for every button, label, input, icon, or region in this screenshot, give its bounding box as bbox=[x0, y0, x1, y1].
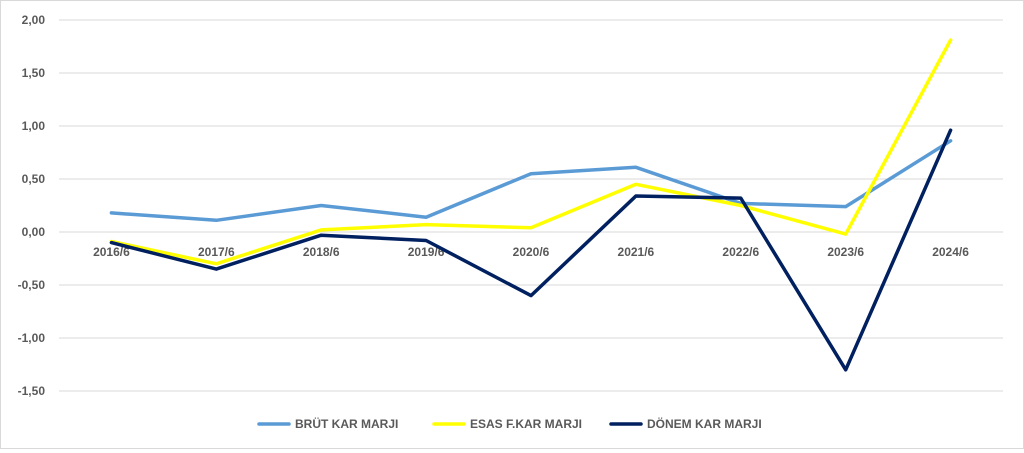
data-point bbox=[530, 226, 533, 229]
series-line-3 bbox=[109, 128, 953, 372]
y-tick-label: -1,00 bbox=[18, 331, 46, 345]
data-point bbox=[844, 233, 847, 236]
data-point bbox=[739, 204, 742, 207]
data-point bbox=[425, 223, 428, 226]
y-tick-label: 0,00 bbox=[22, 225, 46, 239]
data-point bbox=[320, 228, 323, 231]
data-point bbox=[844, 368, 847, 371]
data-point bbox=[844, 205, 847, 208]
data-point bbox=[215, 219, 218, 222]
data-point bbox=[425, 216, 428, 219]
data-point bbox=[949, 39, 952, 42]
x-tick-label: 2023/6 bbox=[827, 245, 864, 259]
data-point bbox=[634, 194, 637, 197]
data-point bbox=[110, 241, 113, 244]
series-lines bbox=[109, 38, 953, 372]
y-tick-label: -1,50 bbox=[18, 384, 46, 398]
y-tick-label: 0,50 bbox=[22, 172, 46, 186]
data-point bbox=[110, 211, 113, 214]
x-tick-label: 2017/6 bbox=[198, 245, 235, 259]
data-point bbox=[215, 262, 218, 265]
gridlines bbox=[59, 19, 1003, 392]
data-point bbox=[530, 294, 533, 297]
data-point bbox=[215, 268, 218, 271]
legend-label: DÖNEM KAR MARJI bbox=[647, 416, 762, 431]
x-tick-label: 2016/6 bbox=[93, 245, 130, 259]
x-tick-label: 2021/6 bbox=[618, 245, 655, 259]
data-point bbox=[320, 234, 323, 237]
data-point bbox=[949, 139, 952, 142]
data-point bbox=[634, 183, 637, 186]
y-tick-label: 1,50 bbox=[22, 66, 46, 80]
data-point bbox=[425, 239, 428, 242]
data-point bbox=[949, 129, 952, 132]
series-line-1 bbox=[109, 139, 953, 223]
y-axis-tick-labels: 2,00 1,50 1,00 0,50 0,00 -0,50 -1,00 -1,50 bbox=[18, 13, 46, 398]
x-tick-label: 2024/6 bbox=[932, 245, 969, 259]
x-tick-label: 2018/6 bbox=[303, 245, 340, 259]
data-point bbox=[739, 197, 742, 200]
y-tick-label: 1,00 bbox=[22, 119, 46, 133]
legend: BRÜT KAR MARJI ESAS F.KAR MARJI DÖNEM KAR … bbox=[257, 416, 762, 431]
x-tick-label: 2020/6 bbox=[513, 245, 550, 259]
y-tick-label: -0,50 bbox=[18, 278, 46, 292]
data-point bbox=[634, 166, 637, 169]
legend-label: ESAS F.KAR MARJI bbox=[470, 417, 582, 431]
data-point bbox=[320, 204, 323, 207]
y-tick-label: 2,00 bbox=[22, 13, 46, 27]
x-axis-tick-labels: 2016/6 2017/6 2018/6 2019/6 2020/6 2021/6 2022… bbox=[93, 245, 969, 259]
data-point bbox=[530, 172, 533, 175]
legend-label: BRÜT KAR MARJI bbox=[295, 416, 398, 431]
series-line-2 bbox=[109, 38, 953, 266]
x-tick-label: 2022/6 bbox=[722, 245, 759, 259]
x-tick-label: 2019/6 bbox=[408, 245, 445, 259]
